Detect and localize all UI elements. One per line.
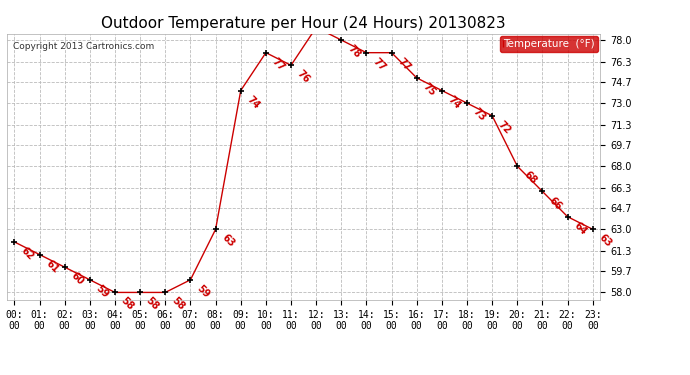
Text: 76: 76 [295, 69, 312, 86]
Text: 74: 74 [446, 94, 463, 111]
Text: 63: 63 [219, 233, 237, 249]
Text: 58: 58 [119, 296, 136, 312]
Text: 68: 68 [522, 170, 538, 186]
Text: Copyright 2013 Cartronics.com: Copyright 2013 Cartronics.com [13, 42, 154, 51]
Text: 58: 58 [170, 296, 186, 312]
Legend: Temperature  (°F): Temperature (°F) [500, 36, 598, 52]
Text: 64: 64 [572, 220, 589, 237]
Text: 59: 59 [195, 283, 211, 300]
Text: 77: 77 [396, 56, 413, 73]
Text: 79: 79 [0, 374, 1, 375]
Text: 78: 78 [346, 44, 362, 60]
Text: 72: 72 [496, 119, 513, 136]
Text: 59: 59 [94, 283, 110, 300]
Title: Outdoor Temperature per Hour (24 Hours) 20130823: Outdoor Temperature per Hour (24 Hours) … [101, 16, 506, 31]
Text: 74: 74 [245, 94, 262, 111]
Text: 66: 66 [546, 195, 563, 211]
Text: 58: 58 [144, 296, 161, 312]
Text: 61: 61 [43, 258, 60, 274]
Text: 77: 77 [371, 56, 387, 73]
Text: 63: 63 [597, 233, 613, 249]
Text: 75: 75 [421, 81, 437, 98]
Text: 60: 60 [69, 271, 86, 287]
Text: 62: 62 [19, 245, 35, 262]
Text: 77: 77 [270, 56, 286, 73]
Text: 73: 73 [471, 106, 488, 123]
